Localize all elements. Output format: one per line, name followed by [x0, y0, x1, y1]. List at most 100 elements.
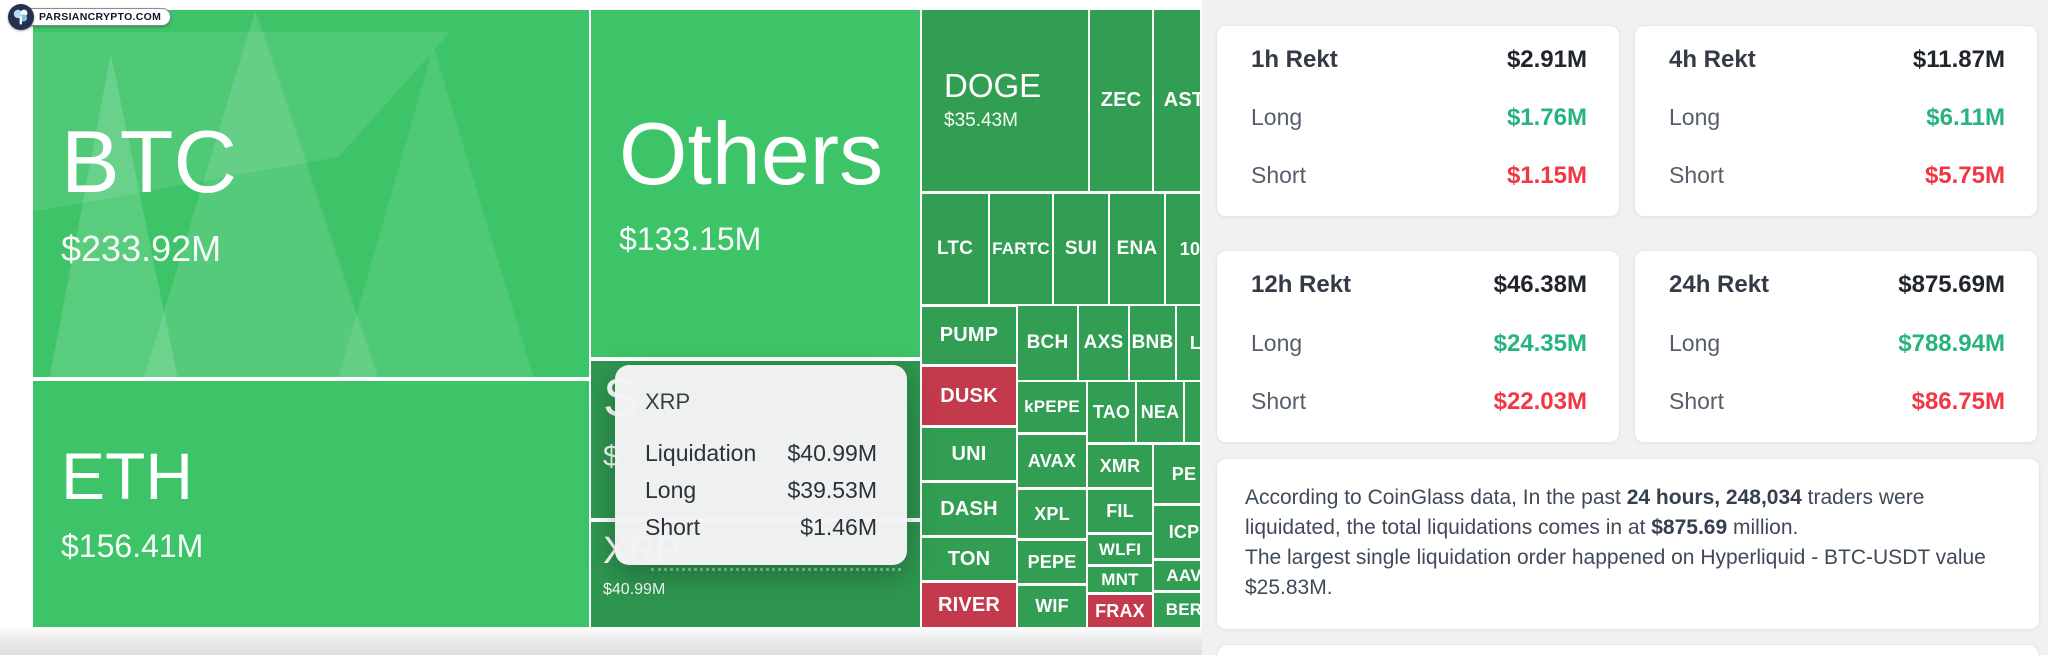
tile-symbol: DASH [940, 497, 998, 520]
tooltip-row-value: $1.46M [800, 514, 877, 540]
tile-value: $233.92M [61, 228, 222, 270]
tile-symbol: BNB [1131, 332, 1174, 354]
tile-symbol: AST [1163, 89, 1200, 112]
tile-DOGE[interactable]: DOGE $35.43M [922, 10, 1088, 191]
tile-L[interactable]: L [1177, 306, 1200, 380]
tile-symbol: LTC [936, 238, 974, 260]
tile-AXS[interactable]: AXS [1079, 306, 1128, 380]
tooltip-row-liquidation: Liquidation $40.99M [645, 435, 877, 472]
summary-segment: million. [1727, 516, 1799, 539]
tile-Others[interactable]: Others $133.15M [591, 10, 920, 357]
tile-symbol: BER [1165, 600, 1200, 620]
stat-title-row: 12h Rekt $46.38M [1251, 271, 1587, 299]
tile-FARTC[interactable]: FARTC [990, 194, 1052, 304]
tile-BCH[interactable]: BCH [1018, 306, 1077, 380]
tile-symbol: kPEPE [1024, 397, 1080, 417]
tile-symbol: TAO [1092, 401, 1131, 422]
tile-NEA[interactable]: NEA [1137, 382, 1183, 442]
stat-row-value: $1.15M [1506, 162, 1587, 189]
tooltip-symbol: XRP [645, 389, 691, 414]
hover-underline-dots [651, 568, 901, 571]
stat-card-12h-rekt: 12h Rekt $46.38M Long $24.35M Short $22.03M [1216, 250, 1620, 443]
watermark[interactable]: PARSIANCRYPTO.COM [8, 4, 172, 30]
stat-row-long: Long $788.94M [1669, 330, 2005, 358]
tile-BER[interactable]: BER [1154, 593, 1200, 627]
tile-XMR[interactable]: XMR [1088, 445, 1152, 487]
tile-TON[interactable]: TON [922, 538, 1016, 580]
tile-FRAX[interactable]: FRAX [1088, 595, 1152, 627]
stat-card-4h-rekt: 4h Rekt $11.87M Long $6.11M Short $5.75M [1634, 25, 2038, 217]
tile-value: $35.43M [944, 110, 1018, 132]
tile-DUSK[interactable]: DUSK [922, 367, 1016, 425]
tile-symbol: XMR [1099, 455, 1141, 476]
bottom-shadow [0, 627, 1202, 655]
stat-total-value: $2.91M [1506, 46, 1587, 73]
tile-symbol: PE [1171, 463, 1197, 484]
tile-ETH[interactable]: ETH $156.41M [33, 381, 589, 627]
tile-DASH[interactable]: DASH [922, 483, 1016, 535]
summary-segment: According to CoinGlass data, In the past [1245, 486, 1627, 509]
tile-ENA[interactable]: ENA [1110, 194, 1164, 304]
tile-kPEPE[interactable]: kPEPE [1018, 382, 1086, 432]
tooltip-row-short: Short $1.46M [645, 509, 877, 546]
tile-symbol: MNT [1101, 569, 1139, 589]
stat-row-value: $788.94M [1898, 329, 2005, 357]
tile-unlabeled[interactable] [1185, 382, 1200, 442]
tile-symbol: UNI [951, 442, 987, 465]
tile-BNB[interactable]: BNB [1130, 306, 1175, 380]
stat-total-value: $11.87M [1912, 46, 2005, 73]
stat-row-short: Short $86.75M [1669, 388, 2005, 416]
tile-PE[interactable]: PE [1154, 445, 1200, 503]
tile-XPL[interactable]: XPL [1018, 490, 1086, 538]
stat-row-value: $5.75M [1924, 162, 2005, 189]
summary-segment: The largest single liquidation order hap… [1245, 546, 1986, 599]
tile-ZEC[interactable]: ZEC [1090, 10, 1152, 191]
tile-symbol: FIL [1106, 500, 1134, 521]
tile-AAV[interactable]: AAV [1154, 561, 1200, 590]
tile-symbol: ENA [1116, 238, 1158, 260]
stat-row-short: Short $5.75M [1669, 162, 2005, 190]
tile-WIF[interactable]: WIF [1018, 586, 1086, 627]
tile-BTC[interactable]: BTC $233.92M [33, 10, 589, 377]
tile-TAO[interactable]: TAO [1088, 382, 1135, 442]
summary-highlight: $875.69 [1651, 516, 1728, 539]
summary-segment: traders were liquidated, the total liqui… [1245, 486, 1925, 539]
tile-UNI[interactable]: UNI [922, 428, 1016, 480]
stat-row-long: Long $6.11M [1669, 104, 2005, 132]
stat-row-value: $86.75M [1911, 388, 2005, 415]
tile-WLFI[interactable]: WLFI [1088, 535, 1152, 564]
tile-PEPE[interactable]: PEPE [1018, 541, 1086, 583]
tile-symbol: PUMP [939, 324, 999, 347]
tile-MNT[interactable]: MNT [1088, 567, 1152, 592]
liquidation-summary-text: According to CoinGlass data, In the past… [1245, 483, 2011, 603]
tile-symbol: ETH [61, 439, 193, 514]
stat-row-label: Long [1669, 329, 1721, 356]
stat-row-value: $24.35M [1493, 329, 1587, 357]
stat-row-label: Long [1251, 329, 1303, 356]
tile-symbol: ZEC [1100, 89, 1142, 112]
tile-PUMP[interactable]: PUMP [922, 307, 1016, 364]
tooltip-row-value: $39.53M [787, 477, 877, 503]
tooltip-row-value: $40.99M [787, 440, 877, 466]
tile-symbol: DOGE [944, 66, 1042, 104]
tile-10[interactable]: 10 [1166, 194, 1200, 304]
tile-FIL[interactable]: FIL [1088, 490, 1152, 532]
tile-symbol: BCH [1026, 332, 1069, 354]
stat-row-value: $1.76M [1506, 104, 1587, 131]
summary-highlight: 24 hours, 248,034 [1626, 486, 1802, 509]
stat-title: 12h Rekt [1251, 271, 1352, 298]
stat-row-short: Short $1.15M [1251, 162, 1587, 190]
tile-AST[interactable]: AST [1154, 10, 1200, 191]
tile-RIVER[interactable]: RIVER [922, 583, 1016, 627]
tile-symbol: L [1189, 332, 1200, 353]
stat-row-long: Long $1.76M [1251, 104, 1587, 132]
tile-LTC[interactable]: LTC [922, 194, 988, 304]
tile-ICP[interactable]: ICP [1154, 506, 1200, 558]
liquidation-summary-card: According to CoinGlass data, In the past… [1216, 458, 2040, 630]
tile-symbol: WLFI [1098, 539, 1142, 559]
tile-value: $133.15M [619, 220, 762, 257]
xrp-tooltip: XRP Liquidation $40.99M Long $39.53M Short $1… [615, 365, 907, 565]
tile-AVAX[interactable]: AVAX [1018, 435, 1086, 487]
stat-title: 1h Rekt [1251, 46, 1338, 73]
tile-SUI[interactable]: SUI [1054, 194, 1108, 304]
